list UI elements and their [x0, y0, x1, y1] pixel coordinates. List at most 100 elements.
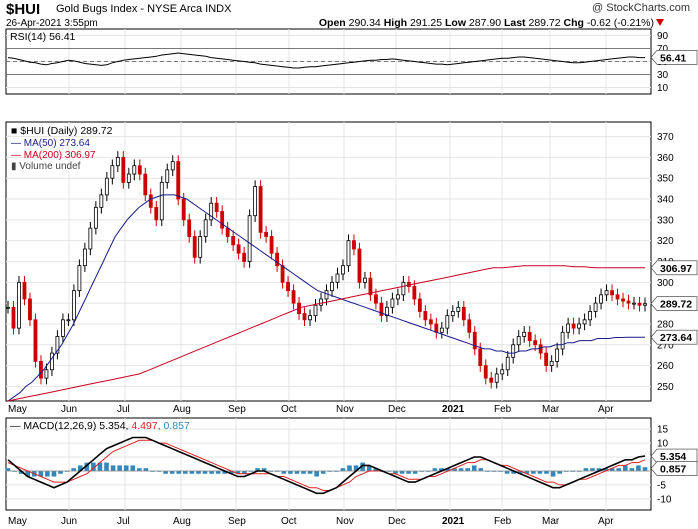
price-candle-body [170, 161, 175, 171]
price-candle-body [379, 302, 384, 317]
macd-histogram-bar [51, 470, 57, 477]
price-candle-body [582, 319, 587, 325]
price-candle-body [335, 273, 340, 283]
price-candle-body [39, 361, 43, 379]
x-tick-label: Jun [61, 404, 77, 415]
chg-label: Chg [563, 17, 584, 29]
price-candle-body [610, 290, 614, 296]
macd-histogram-bar [25, 470, 30, 477]
macd-legend-signal: 4.497, [131, 420, 163, 432]
macd-frame [5, 417, 652, 511]
price-candle-body [588, 311, 592, 321]
macd-histogram-bar [439, 468, 444, 471]
price-tick-label: 270 [657, 340, 674, 351]
x-tick-label: Apr [598, 404, 614, 415]
price-candle-body [231, 236, 236, 246]
x-tick-label-bottom: Feb [494, 516, 512, 527]
price-candle-body [467, 319, 472, 333]
macd-histogram-bar [320, 470, 326, 474]
low-value: 287.90 [468, 17, 502, 29]
price-candle-body [456, 306, 461, 312]
price-candle-body [643, 303, 647, 306]
legend-ma200: — MA(200) 306.97 [11, 150, 96, 161]
price-candle-body [181, 198, 186, 221]
price-candle-body [544, 352, 549, 367]
price-candle-body [93, 206, 98, 229]
open-value: 290.34 [348, 17, 381, 29]
x-tick-label-bottom: Jun [61, 516, 77, 527]
x-tick-label: Mar [542, 404, 560, 415]
low-label: Low [445, 17, 466, 29]
price-candle-body [637, 302, 642, 306]
macd-histogram-bar [629, 468, 635, 471]
macd-histogram-bar [550, 470, 556, 477]
macd-histogram-bar [58, 470, 63, 474]
macd-histogram-bar [84, 462, 90, 471]
x-tick-label-bottom: Apr [598, 516, 614, 527]
macd-histogram-bar [360, 462, 365, 471]
macd-histogram-bar [91, 462, 96, 471]
macd-histogram-bar [163, 470, 168, 474]
x-tick-label-bottom: Oct [281, 516, 297, 527]
rsi-last-tag-box [650, 50, 698, 65]
chg-down-icon [656, 19, 664, 26]
price-candle-body [439, 327, 444, 333]
legend-ma50: — MA(50) 273.64 [11, 138, 90, 149]
macd-signal-line [7, 439, 646, 491]
price-candle-body [571, 323, 576, 329]
price-candle-body [275, 252, 279, 267]
macd-histogram-bar [603, 468, 608, 471]
price-candle-body [527, 331, 532, 342]
price-tick-label: 330 [657, 215, 674, 226]
legend-volume: ▮ Volume undef [11, 161, 81, 172]
rsi-line [7, 52, 645, 69]
price-candle-body [11, 306, 16, 329]
price-candle-body [132, 165, 137, 175]
price-last-tag-box [650, 296, 698, 312]
macd-histogram-bar [242, 470, 247, 474]
macd-histogram-bar [222, 470, 228, 474]
price-candle-body [511, 344, 516, 358]
price-candle-body [374, 294, 378, 304]
macd-histogram-bar [307, 470, 313, 474]
macd-histogram-bar [557, 470, 562, 474]
macd-histogram-bar [228, 470, 234, 474]
stockcharts-watermark: @ StockCharts.com [592, 2, 690, 14]
macd-histogram-bar [288, 470, 293, 474]
price-candle-body [461, 306, 466, 321]
macd-histogram-bar [590, 468, 595, 471]
macd-histogram-bar [123, 465, 129, 471]
price-candle-body [632, 302, 636, 305]
macd-histogram-bar [77, 465, 83, 471]
price-candle-body [99, 194, 104, 208]
price-candle-body [500, 369, 505, 375]
price-candle-body [538, 344, 543, 354]
quote-date: 26-Apr-2021 3:55pm [6, 18, 98, 29]
macd-histogram-bar [366, 465, 372, 471]
price-candle-body [55, 336, 60, 354]
macd-histogram-bar [255, 468, 260, 471]
high-label: High [383, 17, 408, 29]
price-candle-body [395, 294, 400, 300]
macd-histogram-bar [18, 470, 24, 474]
price-tick-label: 340 [657, 195, 674, 206]
macd-histogram-bar [452, 468, 457, 471]
ma200-last-tag-text: 306.97 [660, 263, 692, 275]
price-candle-body [313, 304, 318, 317]
price-candle-body [176, 161, 181, 200]
x-tick-label: Aug [173, 404, 191, 415]
price-candle-body [50, 352, 54, 371]
macd-histogram-bar [281, 470, 287, 474]
macd-histogram-bar [393, 470, 398, 474]
x-tick-label: 2021 [442, 404, 465, 415]
macd-histogram-bar [623, 465, 628, 471]
price-candle-body [28, 298, 32, 321]
macd-histogram-bar [609, 468, 615, 471]
price-candle-body [478, 348, 483, 367]
symbol-title: $HUI [6, 1, 41, 18]
macd-histogram-bar [347, 465, 352, 471]
price-candle-body [505, 356, 510, 371]
macd-histogram-bar [261, 468, 267, 471]
price-candle-body [390, 298, 395, 308]
